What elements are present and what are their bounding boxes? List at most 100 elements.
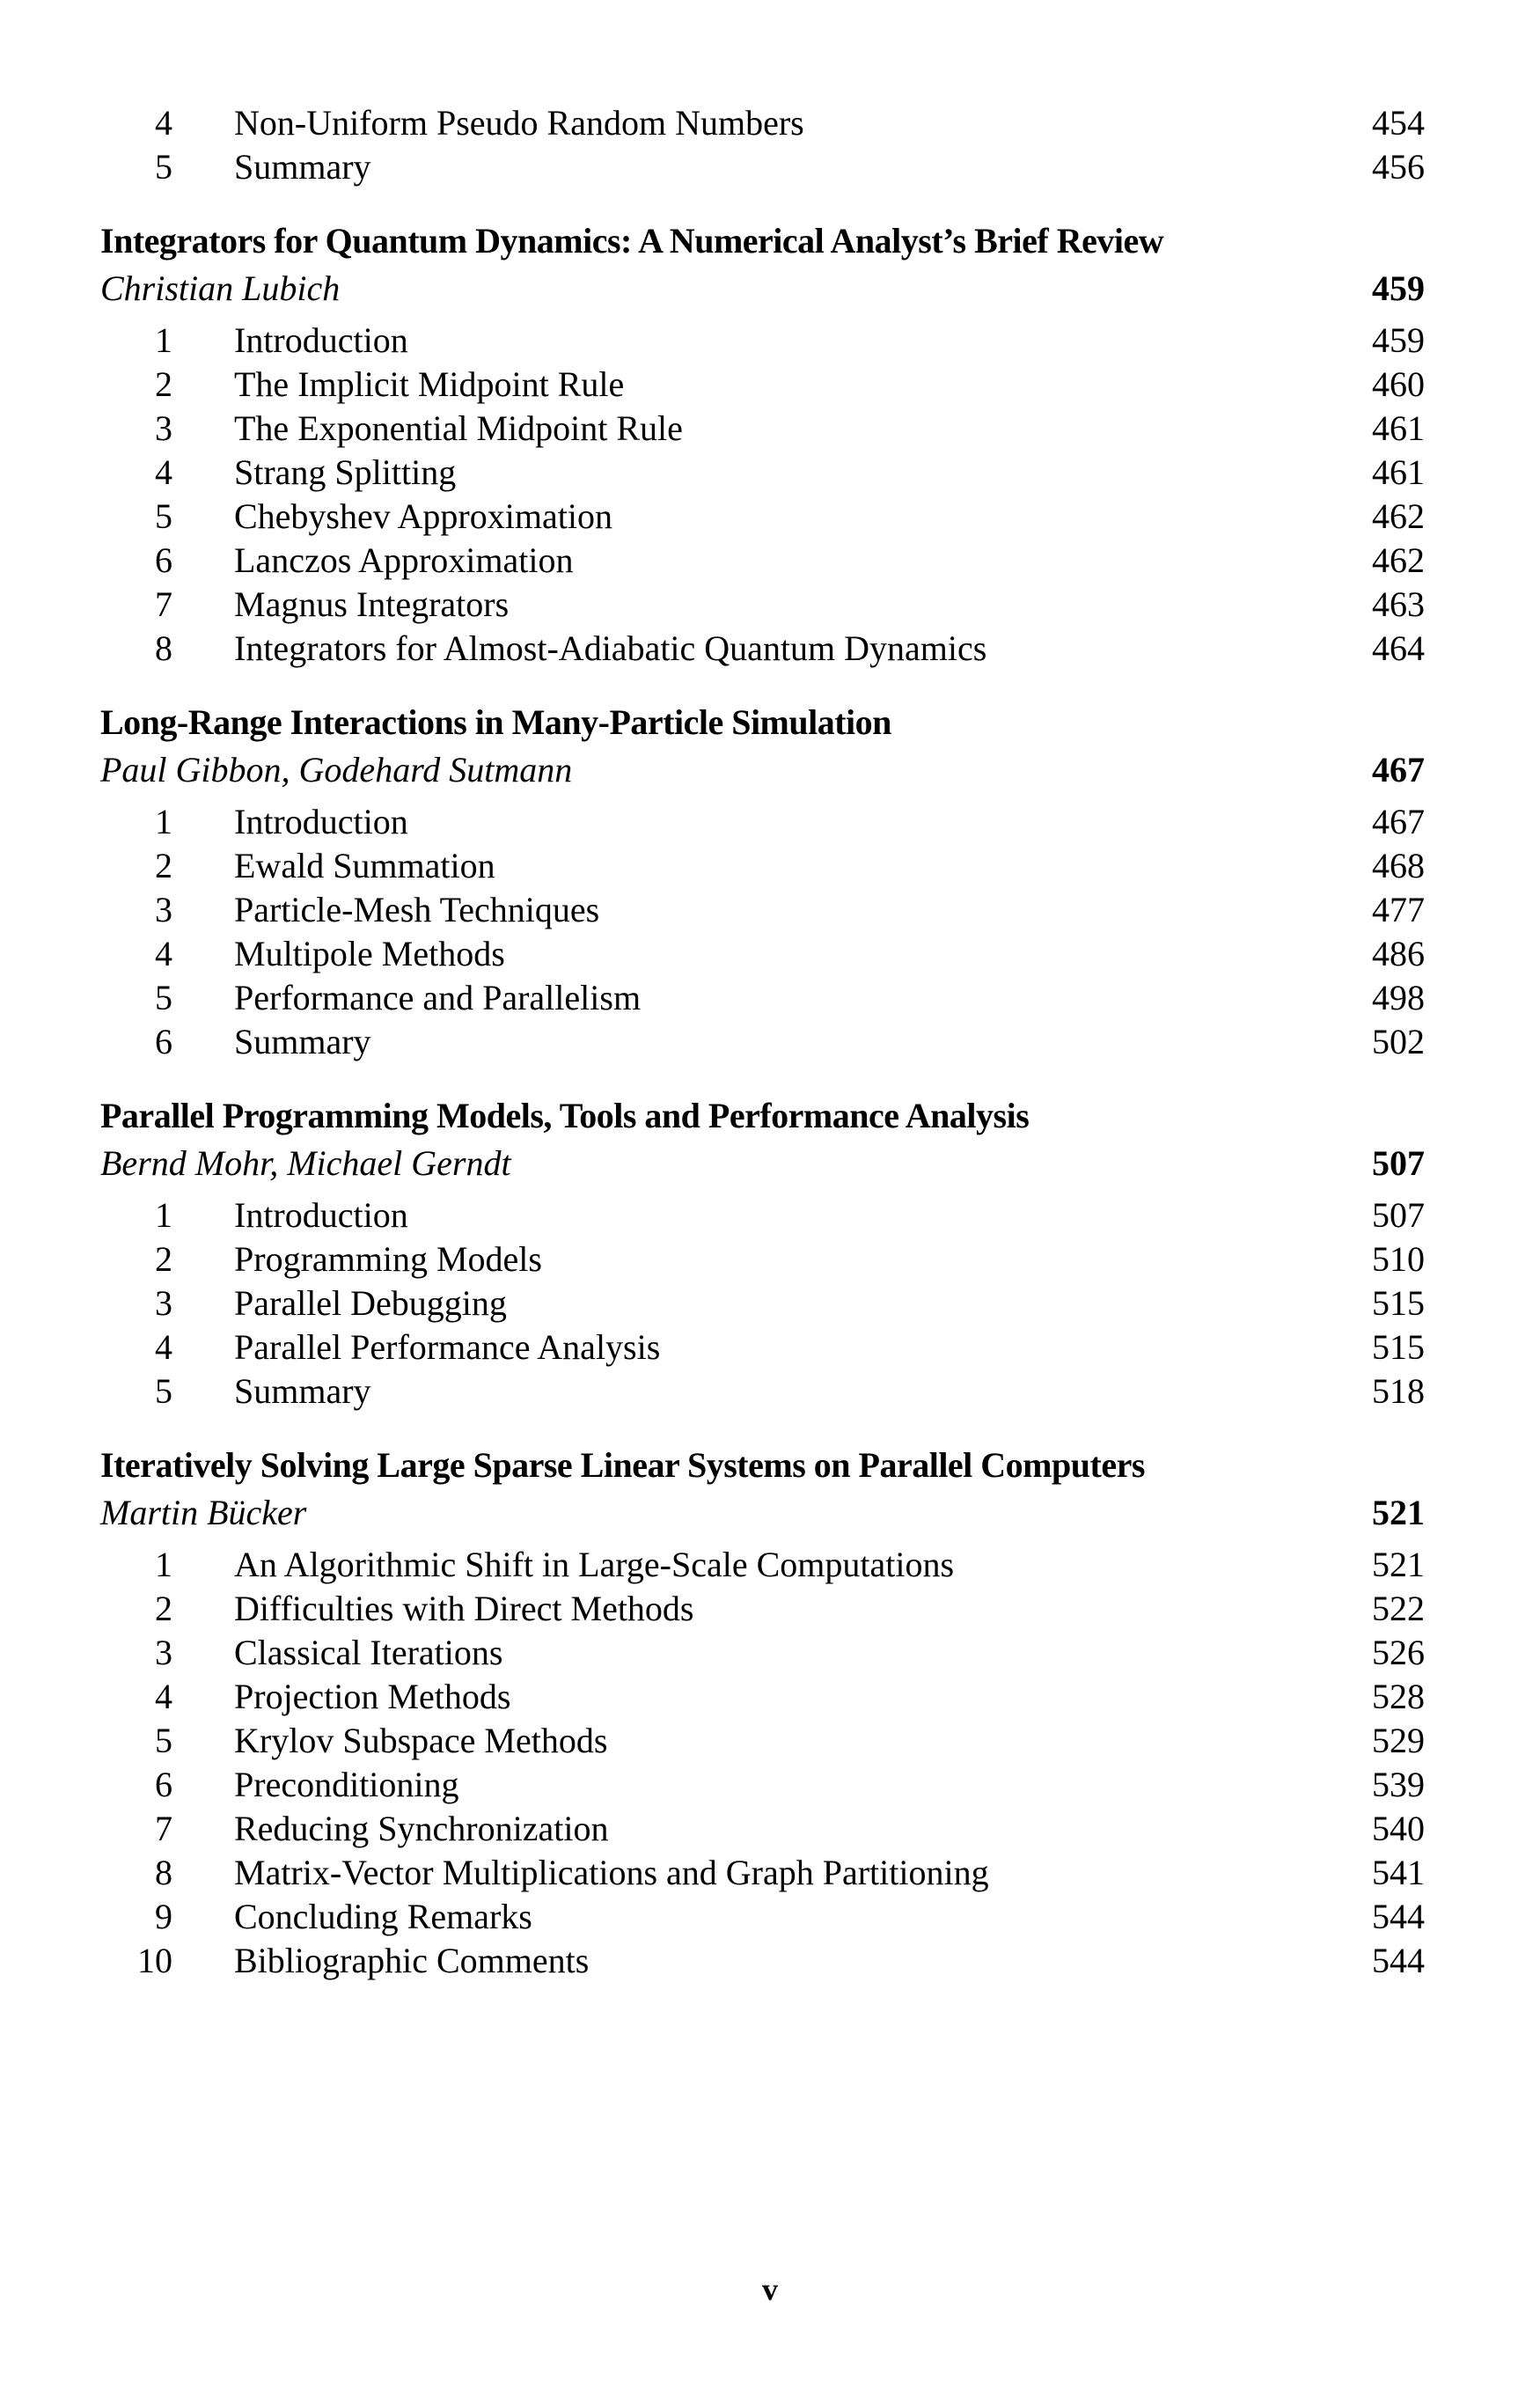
entry-number: 10	[137, 1941, 172, 1980]
entry-page: 463	[1372, 584, 1425, 624]
toc-entry: 1 Introduction 507	[100, 1193, 1425, 1237]
entry-number: 7	[155, 584, 172, 624]
toc-entry: 3 Classical Iterations 526	[100, 1631, 1425, 1675]
entry-page: 522	[1372, 1589, 1425, 1628]
entry-page: 515	[1372, 1283, 1425, 1323]
section-title: Long-Range Interactions in Many-Particle…	[100, 702, 891, 742]
entry-page: 526	[1372, 1633, 1425, 1672]
entry-title: Reducing Synchronization	[234, 1809, 609, 1848]
toc-entry: 4 Projection Methods 528	[100, 1675, 1425, 1719]
toc-entry: 10 Bibliographic Comments 544	[100, 1939, 1425, 1983]
page-number: v	[762, 2272, 778, 2307]
entry-title: Introduction	[234, 320, 408, 360]
section-author-line: Bernd Mohr, Michael Gerndt 507	[100, 1142, 1425, 1186]
entry-title: Magnus Integrators	[234, 584, 510, 624]
entry-page: 456	[1372, 147, 1425, 187]
entry-number: 2	[155, 846, 172, 885]
entry-title: Summary	[234, 1371, 371, 1411]
section-page: 507	[1372, 1143, 1425, 1183]
entry-page: 486	[1372, 934, 1425, 973]
entry-title: An Algorithmic Shift in Large-Scale Comp…	[234, 1545, 955, 1584]
entry-page: 544	[1372, 1897, 1425, 1936]
entry-number: 9	[155, 1897, 172, 1936]
entry-number: 3	[155, 408, 172, 448]
toc-entry: 3 Particle-Mesh Techniques 477	[100, 888, 1425, 932]
section-author-line: Christian Lubich 459	[100, 267, 1425, 311]
toc-section: Iteratively Solving Large Sparse Linear …	[100, 1443, 1425, 1983]
entry-number: 1	[155, 1195, 172, 1235]
entry-number: 5	[155, 1371, 172, 1411]
entry-page: 467	[1372, 802, 1425, 841]
toc-entry: 2 Difficulties with Direct Methods 522	[100, 1587, 1425, 1631]
entry-title: Non-Uniform Pseudo Random Numbers	[234, 103, 804, 143]
entry-number: 3	[155, 1283, 172, 1323]
toc-entry: 5 Summary 518	[100, 1369, 1425, 1413]
entry-title: Introduction	[234, 802, 408, 841]
toc-entry: 7 Magnus Integrators 463	[100, 583, 1425, 627]
entry-page: 540	[1372, 1809, 1425, 1848]
entry-number: 5	[155, 147, 172, 187]
entry-number: 6	[155, 540, 172, 580]
toc-entry: 5 Chebyshev Approximation 462	[100, 495, 1425, 539]
section-authors: Christian Lubich	[100, 268, 341, 308]
entry-title: Bibliographic Comments	[234, 1941, 590, 1980]
toc-entry: 9 Concluding Remarks 544	[100, 1895, 1425, 1939]
entry-page: 539	[1372, 1765, 1425, 1804]
entry-title: Strang Splitting	[234, 452, 457, 492]
entry-number: 7	[155, 1809, 172, 1848]
entry-page: 464	[1372, 628, 1425, 668]
section-author-line: Martin Bücker 521	[100, 1491, 1425, 1535]
entry-title: The Exponential Midpoint Rule	[234, 408, 683, 448]
entry-number: 8	[155, 628, 172, 668]
toc-entry: 4 Strang Splitting 461	[100, 451, 1425, 495]
entry-title: Lanczos Approximation	[234, 540, 574, 580]
toc-entry: 6 Preconditioning 539	[100, 1763, 1425, 1807]
toc-entry: 1 An Algorithmic Shift in Large-Scale Com…	[100, 1543, 1425, 1587]
section-title: Parallel Programming Models, Tools and P…	[100, 1096, 1030, 1135]
toc-entry: 4 Non-Uniform Pseudo Random Numbers 454	[100, 101, 1425, 145]
entry-page: 459	[1372, 320, 1425, 360]
toc-entry: 7 Reducing Synchronization 540	[100, 1807, 1425, 1851]
entry-page: 510	[1372, 1239, 1425, 1279]
entry-number: 4	[155, 452, 172, 492]
entry-title: Difficulties with Direct Methods	[234, 1589, 694, 1628]
entry-number: 3	[155, 890, 172, 929]
section-entries: 1 An Algorithmic Shift in Large-Scale Com…	[100, 1543, 1425, 1983]
toc-entry: 1 Introduction 459	[100, 319, 1425, 363]
entry-title: Classical Iterations	[234, 1633, 503, 1672]
entry-title: The Implicit Midpoint Rule	[234, 364, 625, 404]
section-title: Integrators for Quantum Dynamics: A Nume…	[100, 221, 1164, 261]
entry-number: 4	[155, 1677, 172, 1716]
toc-entry: 2 Ewald Summation 468	[100, 844, 1425, 888]
entry-number: 4	[155, 934, 172, 973]
toc-entry: 1 Introduction 467	[100, 800, 1425, 844]
toc-section: Parallel Programming Models, Tools and P…	[100, 1094, 1425, 1413]
entry-title: Ewald Summation	[234, 846, 495, 885]
entry-number: 1	[155, 320, 172, 360]
toc-section: Long-Range Interactions in Many-Particle…	[100, 701, 1425, 1064]
entry-number: 4	[155, 103, 172, 143]
entry-number: 5	[155, 978, 172, 1017]
toc-entry: 4 Multipole Methods 486	[100, 932, 1425, 976]
entry-page: 541	[1372, 1853, 1425, 1892]
toc-entry: 2 The Implicit Midpoint Rule 460	[100, 363, 1425, 407]
entry-page: 502	[1372, 1022, 1425, 1061]
section-authors: Martin Bücker	[100, 1493, 307, 1532]
entry-number: 8	[155, 1853, 172, 1892]
entry-number: 6	[155, 1765, 172, 1804]
toc-entry: 4 Parallel Performance Analysis 515	[100, 1325, 1425, 1369]
entry-title: Summary	[234, 147, 371, 187]
entry-number: 2	[155, 1589, 172, 1628]
section-authors: Paul Gibbon, Godehard Sutmann	[100, 750, 573, 789]
table-of-contents: 4 Non-Uniform Pseudo Random Numbers 454 5 Su…	[100, 101, 1425, 1983]
toc-entry: 8 Integrators for Almost-Adiabatic Quantu…	[100, 627, 1425, 671]
entry-title: Preconditioning	[234, 1765, 459, 1804]
toc-entry: 5 Performance and Parallelism 498	[100, 976, 1425, 1020]
entry-page: 507	[1372, 1195, 1425, 1235]
entry-number: 1	[155, 802, 172, 841]
section-page: 521	[1372, 1493, 1425, 1532]
entry-title: Chebyshev Approximation	[234, 496, 612, 536]
toc-entry: 2 Programming Models 510	[100, 1237, 1425, 1281]
entry-page: 462	[1372, 540, 1425, 580]
toc-entry: 3 Parallel Debugging 515	[100, 1281, 1425, 1325]
